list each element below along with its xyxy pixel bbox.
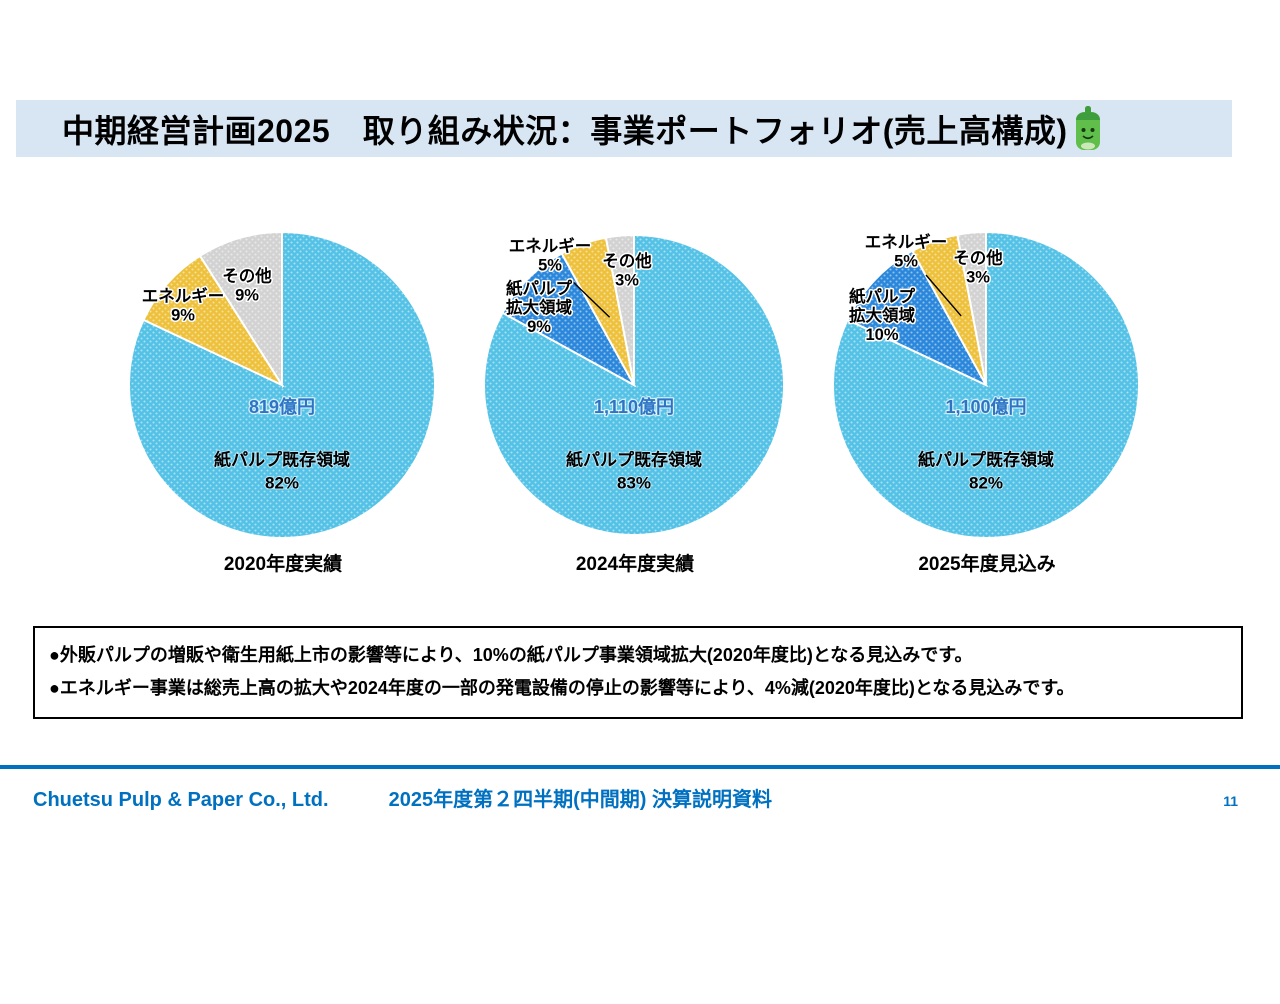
svg-text:819億円: 819億円 bbox=[249, 396, 315, 417]
chart-caption-2020: 2020年度実績 bbox=[223, 554, 343, 575]
note-line-1: ●外販パルプの増販や衛生用紙上市の影響等により、10%の紙パルプ事業領域拡大(2… bbox=[49, 645, 973, 665]
footer-company-name: Chuetsu Pulp & Paper Co., Ltd. bbox=[33, 788, 329, 811]
slide: 中期経営計画2025 取り組み状況：事業ポートフォリオ(売上高構成) エネルギー… bbox=[0, 100, 1280, 812]
chart-2024-actual: 紙パルプ拡大領域 9% エネルギー 5% その他 3% 1,110億円紙パルプ既存領域 83%… bbox=[462, 187, 808, 576]
footer-row: Chuetsu Pulp & Paper Co., Ltd. 2025年度第２四… bbox=[0, 769, 1280, 812]
slide-footer: Chuetsu Pulp & Paper Co., Ltd. 2025年度第２四… bbox=[0, 764, 1280, 812]
chart-2025-forecast: 紙パルプ拡大領域 10% エネルギー 5% その他 3% 1,100億円紙パルプ既存領域 82… bbox=[814, 187, 1160, 576]
svg-text:1,100億円: 1,100億円 bbox=[945, 396, 1026, 417]
chart-caption-2024: 2024年度実績 bbox=[575, 554, 695, 575]
footer-document-title: 2025年度第２四半期(中間期) 決算説明資料 bbox=[388, 788, 772, 811]
note-line-2: ●エネルギー事業は総売上高の拡大や2024年度の一部の発電設備の停止の影響等によ… bbox=[49, 677, 1075, 698]
notes-box: ●外販パルプの増販や衛生用紙上市の影響等により、10%の紙パルプ事業領域拡大(2… bbox=[33, 626, 1243, 719]
svg-text:1,110億円: 1,110億円 bbox=[594, 396, 674, 417]
page-title: 中期経営計画2025 取り組み状況：事業ポートフォリオ(売上高構成) bbox=[62, 112, 1068, 149]
page-number: 11 bbox=[1223, 792, 1238, 809]
chart-caption-2025: 2025年度見込み bbox=[918, 554, 1056, 575]
mascot-icon bbox=[1073, 105, 1103, 152]
chart-2020-actual: エネルギー 9% その他 9% 819億円紙パルプ既存領域 82% 2020年度実績 bbox=[110, 187, 456, 576]
title-bar: 中期経営計画2025 取り組み状況：事業ポートフォリオ(売上高構成) bbox=[16, 100, 1232, 157]
footer-divider bbox=[0, 764, 1280, 769]
charts-row: エネルギー 9% その他 9% 819億円紙パルプ既存領域 82% 2020年度実績 紙パ… bbox=[110, 187, 1280, 576]
